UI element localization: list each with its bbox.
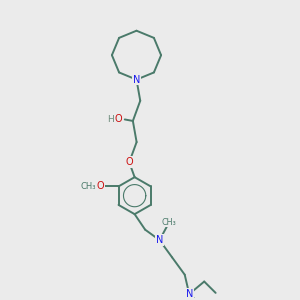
Text: H: H bbox=[107, 115, 114, 124]
Text: N: N bbox=[133, 75, 140, 85]
Text: CH₃: CH₃ bbox=[162, 218, 176, 227]
Text: O: O bbox=[125, 157, 133, 167]
Text: N: N bbox=[185, 289, 193, 299]
Text: N: N bbox=[156, 235, 163, 245]
Text: O: O bbox=[115, 114, 123, 124]
Text: O: O bbox=[96, 182, 104, 191]
Text: CH₃: CH₃ bbox=[81, 182, 96, 191]
